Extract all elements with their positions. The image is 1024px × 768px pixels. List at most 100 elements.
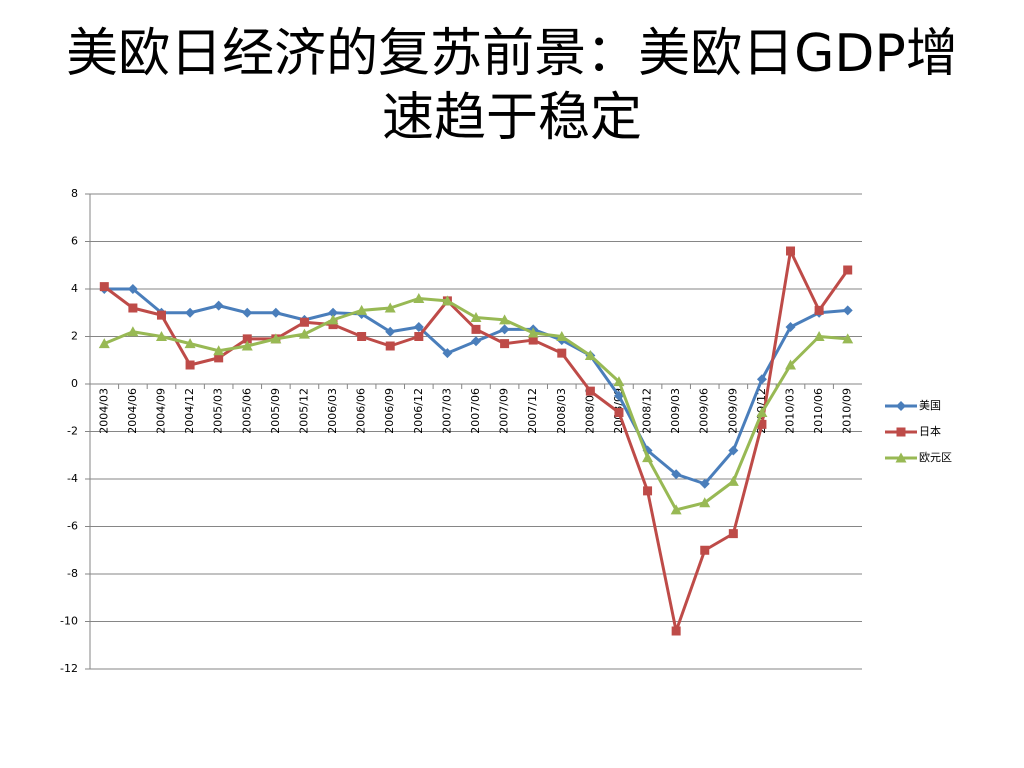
data-point [527, 327, 539, 338]
x-tick-label: 2008/03 [555, 388, 568, 434]
data-point [241, 340, 253, 351]
data-point [584, 350, 596, 360]
data-point [385, 326, 396, 337]
data-point [470, 312, 482, 322]
data-point [298, 328, 310, 339]
x-tick-label: 2009/03 [669, 388, 682, 434]
data-point [785, 359, 797, 370]
x-tick-label: 2005/03 [212, 388, 225, 434]
x-tick-label: 2007/06 [469, 388, 482, 434]
data-point [242, 307, 253, 318]
data-point [842, 305, 853, 316]
data-point [127, 326, 139, 337]
data-point [185, 307, 196, 318]
data-point [500, 339, 510, 349]
legend-label: 美国 [919, 399, 941, 412]
y-tick-label: -2 [67, 425, 78, 438]
data-point [728, 445, 739, 456]
legend-marker [895, 452, 907, 463]
y-tick-label: -12 [60, 662, 78, 675]
data-point [585, 386, 595, 396]
x-tick-label: 2009/06 [698, 388, 711, 434]
data-point [128, 303, 138, 313]
data-point [184, 338, 196, 349]
data-point [414, 332, 424, 341]
x-tick-label: 2007/12 [526, 388, 539, 434]
data-point [213, 300, 224, 311]
data-point [327, 314, 339, 325]
y-tick-label: 4 [71, 282, 78, 295]
x-tick-label: 2008/06 [583, 388, 596, 434]
data-point [127, 284, 138, 294]
data-point [671, 626, 681, 636]
data-point [499, 324, 510, 335]
x-tick-label: 2007/03 [440, 388, 453, 434]
data-point [471, 336, 481, 347]
x-tick-label: 2007/09 [498, 388, 511, 434]
data-point [413, 293, 425, 303]
x-tick-label: 2009/09 [726, 388, 739, 434]
legend-marker [896, 401, 906, 411]
y-tick-label: 8 [71, 187, 78, 200]
data-point [699, 497, 711, 508]
y-tick-label: -6 [67, 520, 78, 533]
data-point [384, 302, 396, 313]
data-point [99, 282, 109, 292]
data-point [213, 345, 225, 356]
data-point [642, 452, 654, 463]
data-point [756, 407, 768, 417]
x-tick-label: 2004/06 [126, 388, 139, 434]
data-point [613, 376, 625, 387]
x-tick-label: 2010/03 [784, 388, 797, 434]
data-point [756, 374, 767, 385]
data-point [843, 265, 853, 275]
data-point [357, 332, 367, 341]
data-point [557, 348, 567, 358]
x-tick-label: 2005/06 [240, 388, 253, 434]
data-point [499, 314, 511, 325]
y-tick-label: -10 [60, 615, 78, 628]
data-point [299, 317, 309, 327]
data-point [214, 353, 224, 363]
data-point [556, 331, 568, 341]
data-point [442, 348, 453, 359]
x-tick-label: 2004/12 [183, 388, 196, 434]
x-tick-label: 2005/12 [297, 388, 310, 434]
x-tick-label: 2006/09 [383, 388, 396, 434]
data-point [670, 504, 682, 515]
data-point [671, 469, 682, 480]
data-point [614, 408, 624, 417]
data-point [528, 335, 538, 345]
y-tick-label: -8 [67, 567, 78, 580]
data-point [155, 331, 167, 341]
data-point [613, 390, 624, 401]
data-point [270, 307, 281, 318]
data-point [413, 322, 424, 332]
data-point [643, 486, 653, 496]
x-tick-label: 2008/12 [641, 388, 654, 434]
x-tick-label: 2006/03 [326, 388, 339, 434]
x-tick-label: 2006/06 [355, 388, 368, 434]
data-point [385, 341, 395, 351]
data-point [185, 360, 195, 370]
legend-label: 日本 [919, 424, 941, 438]
data-point [727, 475, 739, 486]
data-point [699, 478, 710, 489]
x-tick-label: 2010/09 [841, 388, 854, 434]
x-tick-label: 2006/12 [412, 388, 425, 434]
x-tick-label: 2004/03 [97, 388, 110, 434]
data-point [156, 310, 166, 320]
data-point [700, 545, 710, 555]
data-point [786, 246, 796, 256]
data-point [441, 295, 453, 306]
legend-label: 欧元区 [919, 451, 952, 464]
data-point [270, 333, 282, 344]
data-point [328, 320, 338, 330]
data-point [471, 324, 481, 334]
x-tick-label: 2004/09 [154, 388, 167, 434]
data-point [813, 331, 825, 341]
data-point [814, 305, 824, 315]
data-point [98, 338, 110, 349]
